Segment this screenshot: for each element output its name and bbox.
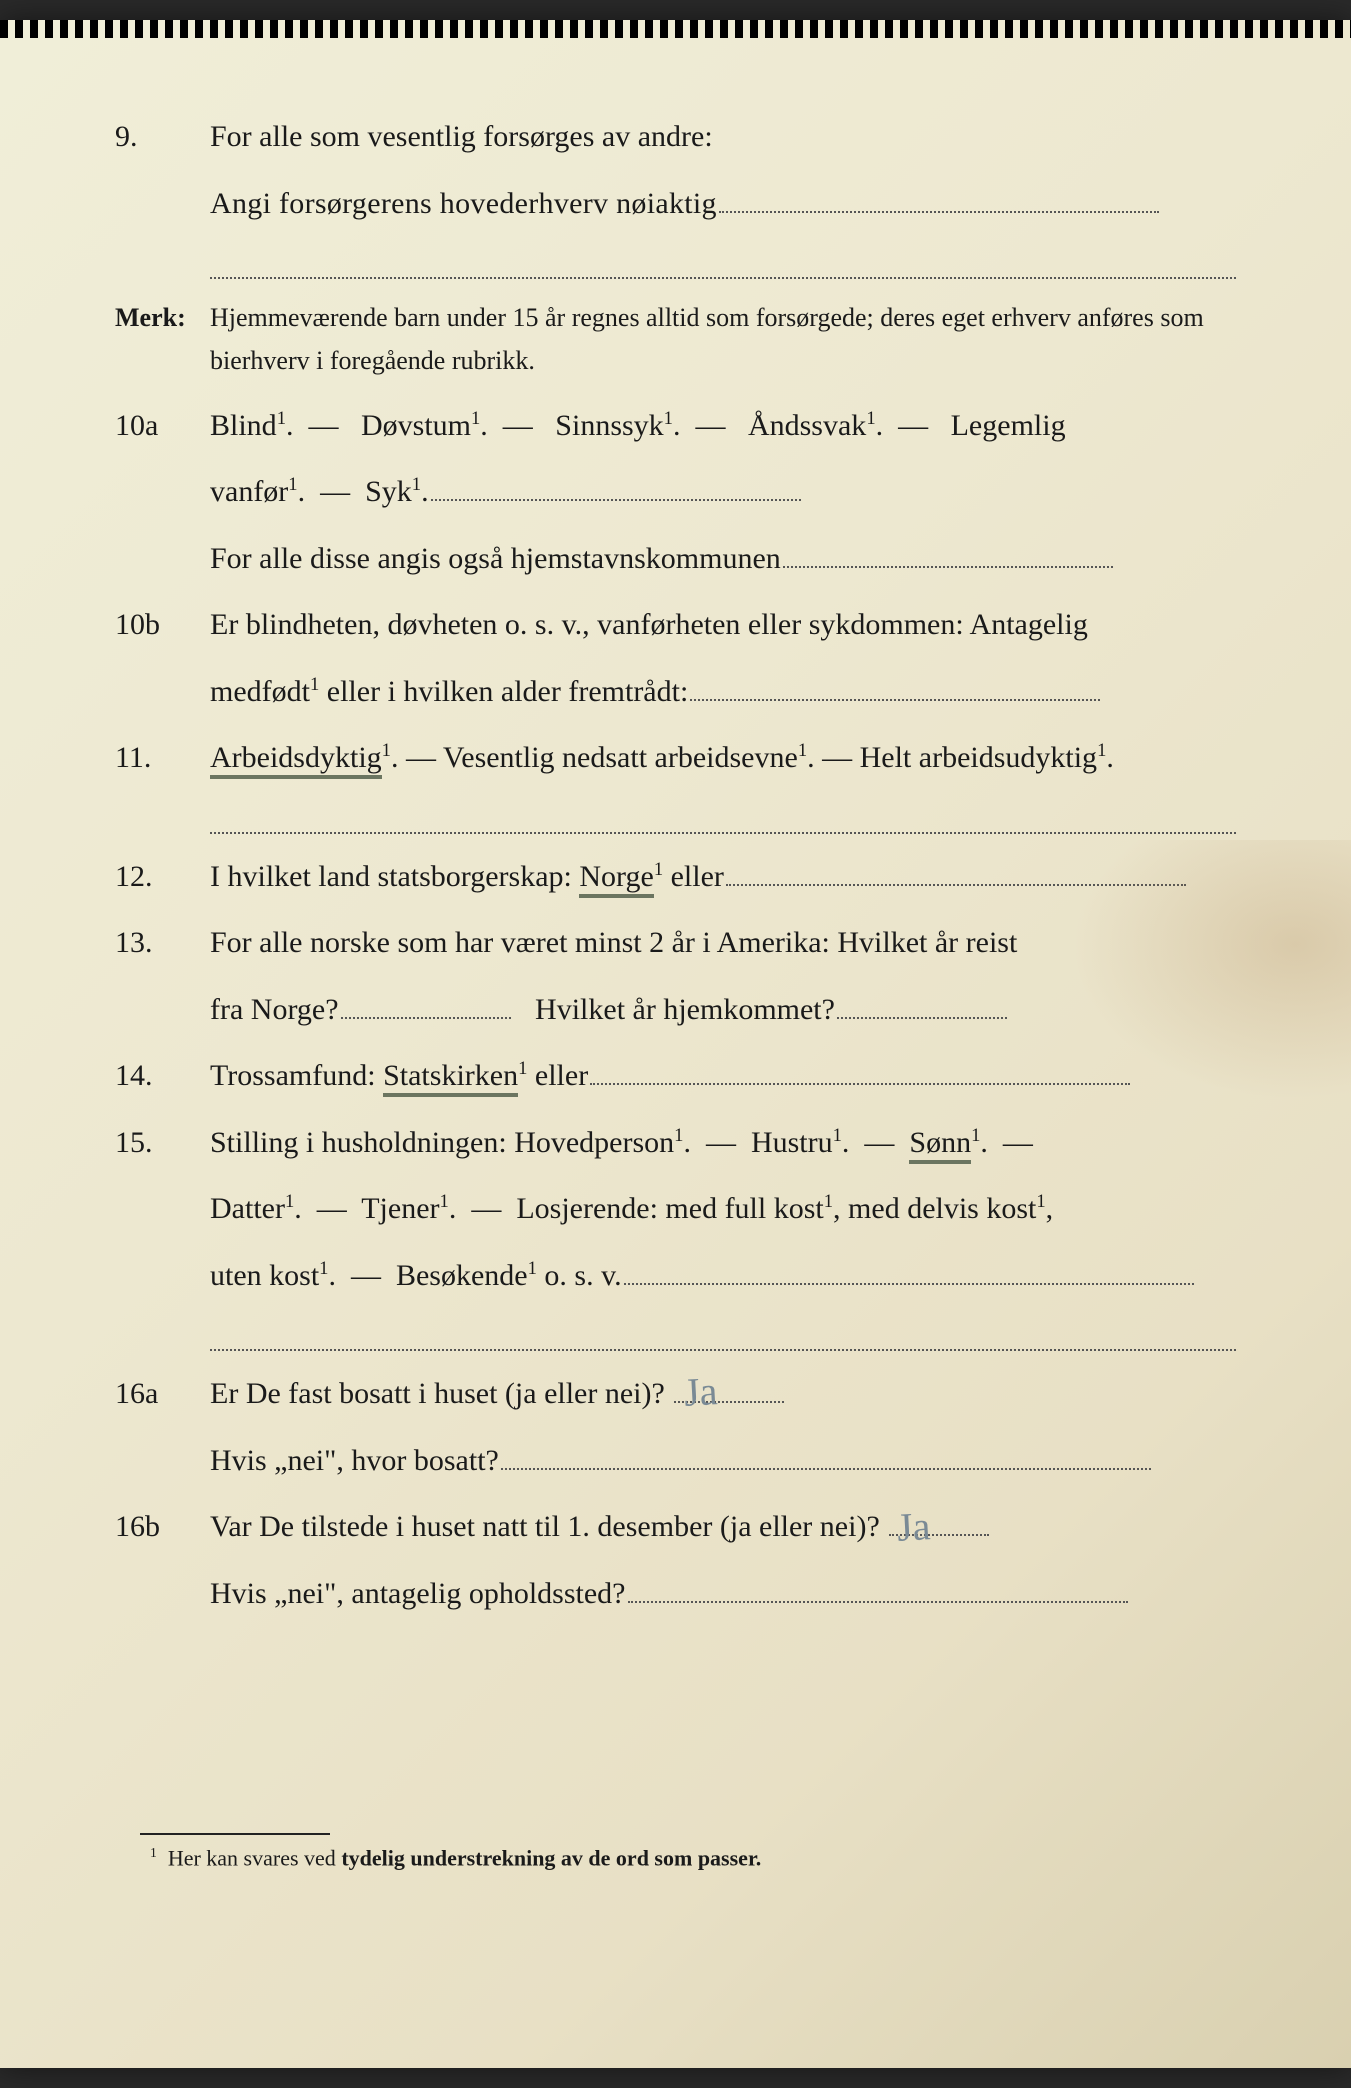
q16a-number: 16a bbox=[115, 1365, 210, 1424]
question-16b: 16b Var De tilstede i huset natt til 1. … bbox=[115, 1498, 1236, 1557]
merk-label: Merk: bbox=[115, 293, 210, 344]
q10a-line3-text: For alle disse angis også hjemstavnskomm… bbox=[210, 542, 781, 575]
opt-vanfor: vanfør bbox=[210, 475, 288, 508]
opt-sinnssyk: Sinnssyk bbox=[555, 409, 663, 442]
fill-line-full[interactable] bbox=[210, 798, 1236, 834]
question-15: 15. Stilling i husholdningen: Hovedperso… bbox=[115, 1114, 1236, 1173]
q16a-pre: Er De fast bosatt i huset (ja eller nei)… bbox=[210, 1377, 672, 1410]
fill-line[interactable] bbox=[501, 1440, 1151, 1470]
question-14: 14. Trossamfund: Statskirken1 eller bbox=[115, 1047, 1236, 1106]
question-10a: 10a Blind1. — Døvstum1. — Sinnssyk1. — Å… bbox=[115, 397, 1236, 456]
q16b-hvis-nei: Hvis „nei", antagelig opholdssted? bbox=[210, 1577, 626, 1610]
opt-statskirken-selected: Statskirken bbox=[383, 1059, 518, 1097]
scan-artifact-top bbox=[0, 20, 1351, 38]
handwritten-ja: Ja bbox=[682, 1352, 719, 1432]
q13-fra-norge: fra Norge? bbox=[210, 993, 339, 1026]
q11-opt3: . — Helt arbeidsudyktig bbox=[807, 741, 1097, 774]
fill-line-full[interactable] bbox=[210, 243, 1236, 279]
q11-number: 11. bbox=[115, 729, 210, 788]
fill-line[interactable] bbox=[590, 1055, 1130, 1085]
q12-number: 12. bbox=[115, 848, 210, 907]
opt-blind: Blind bbox=[210, 409, 277, 442]
q15-line2: Datter1. — Tjener1. — Losjerende: med fu… bbox=[115, 1180, 1236, 1239]
q14-pre: Trossamfund: bbox=[210, 1059, 383, 1092]
opt-arbeidsdyktig-selected: Arbeidsdyktig bbox=[210, 741, 382, 779]
q16b-number: 16b bbox=[115, 1498, 210, 1557]
opt-medfodt: medfødt bbox=[210, 675, 310, 708]
q16a-hvis-nei: Hvis „nei", hvor bosatt? bbox=[210, 1444, 499, 1477]
answer-16b[interactable]: Ja bbox=[889, 1506, 989, 1536]
footnote-bold: tydelig understrekning av de ord som pas… bbox=[341, 1846, 761, 1871]
fill-line[interactable] bbox=[431, 471, 801, 501]
q16b-line2: Hvis „nei", antagelig opholdssted? bbox=[115, 1565, 1236, 1624]
footnote-num: 1 bbox=[150, 1845, 157, 1860]
q9-number: 9. bbox=[115, 108, 210, 167]
q12-post: eller bbox=[663, 860, 724, 893]
merk-note: Merk: Hjemmeværende barn under 15 år reg… bbox=[115, 293, 1236, 383]
q15-number: 15. bbox=[115, 1114, 210, 1173]
q9-line2: Angi forsørgerens hovederhverv nøiaktig bbox=[115, 175, 1236, 234]
opt-besokende: Besøkende bbox=[396, 1259, 528, 1292]
q16b-pre: Var De tilstede i huset natt til 1. dese… bbox=[210, 1510, 880, 1543]
opt-tjener: Tjener bbox=[361, 1192, 439, 1225]
q15-line3: uten kost1. — Besøkende1 o. s. v. bbox=[115, 1247, 1236, 1306]
q14-number: 14. bbox=[115, 1047, 210, 1106]
fill-line[interactable] bbox=[624, 1255, 1194, 1285]
fill-line[interactable] bbox=[341, 989, 511, 1019]
question-9: 9. For alle som vesentlig forsørges av a… bbox=[115, 108, 1236, 167]
opt-norge-selected: Norge bbox=[579, 860, 653, 898]
footnote-pre: Her kan svares ved bbox=[168, 1846, 342, 1871]
opt-legemlig: Legemlig bbox=[951, 409, 1066, 442]
opt-andssvak: Åndssvak bbox=[748, 409, 866, 442]
q11-mid: . — Vesentlig nedsatt arbeidsevne bbox=[391, 741, 798, 774]
opt-losjerende-delvis: , med delvis kost bbox=[833, 1192, 1036, 1225]
q9-line1: For alle som vesentlig forsørges av andr… bbox=[210, 108, 1236, 167]
q13-line1: For alle norske som har været minst 2 år… bbox=[210, 914, 1236, 973]
question-16a: 16a Er De fast bosatt i huset (ja eller … bbox=[115, 1365, 1236, 1424]
q12-pre: I hvilket land statsborgerskap: bbox=[210, 860, 579, 893]
fill-line[interactable] bbox=[690, 671, 1100, 701]
q15-pre: Stilling i husholdningen: Hovedperson bbox=[210, 1126, 674, 1159]
footnote: 1 Her kan svares ved tydelig understrekn… bbox=[150, 1845, 1236, 1871]
q10b-line1: Er blindheten, døvheten o. s. v., vanfør… bbox=[210, 596, 1236, 655]
question-10b: 10b Er blindheten, døvheten o. s. v., va… bbox=[115, 596, 1236, 655]
answer-16a[interactable]: Ja bbox=[674, 1373, 784, 1403]
opt-losjerende-full: Losjerende: med full kost bbox=[516, 1192, 823, 1225]
footnote-rule bbox=[140, 1833, 330, 1835]
opt-uten-kost: uten kost bbox=[210, 1259, 319, 1292]
fill-line[interactable] bbox=[726, 856, 1186, 886]
fill-line[interactable] bbox=[628, 1573, 1128, 1603]
q15-osv: o. s. v. bbox=[537, 1259, 622, 1292]
census-form-page: 9. For alle som vesentlig forsørges av a… bbox=[0, 20, 1351, 2068]
q10b-post: eller i hvilken alder fremtrådt: bbox=[319, 675, 688, 708]
handwritten-ja: Ja bbox=[895, 1487, 932, 1567]
q16a-line2: Hvis „nei", hvor bosatt? bbox=[115, 1432, 1236, 1491]
opt-dovstum: Døvstum bbox=[361, 409, 471, 442]
fill-line-full[interactable] bbox=[210, 1315, 1236, 1351]
q10b-line2: medfødt1 eller i hvilken alder fremtrådt… bbox=[115, 663, 1236, 722]
q10b-number: 10b bbox=[115, 596, 210, 655]
q10a-line3: For alle disse angis også hjemstavnskomm… bbox=[115, 530, 1236, 589]
q13-line2: fra Norge? Hvilket år hjemkommet? bbox=[115, 981, 1236, 1040]
opt-syk: Syk bbox=[365, 475, 412, 508]
merk-text: Hjemmeværende barn under 15 år regnes al… bbox=[210, 297, 1236, 383]
fill-line[interactable] bbox=[783, 538, 1113, 568]
question-13: 13. For alle norske som har været minst … bbox=[115, 914, 1236, 973]
opt-hustru: Hustru bbox=[751, 1126, 833, 1159]
opt-sonn-selected: Sønn bbox=[909, 1126, 971, 1164]
q9-line2-text: Angi forsørgerens hovederhverv nøiaktig bbox=[210, 187, 717, 220]
question-12: 12. I hvilket land statsborgerskap: Norg… bbox=[115, 848, 1236, 907]
fill-line[interactable] bbox=[837, 989, 1007, 1019]
q10a-line2: vanfør1. — Syk1. bbox=[115, 463, 1236, 522]
q14-post: eller bbox=[527, 1059, 588, 1092]
fill-line[interactable] bbox=[719, 183, 1159, 213]
opt-datter: Datter bbox=[210, 1192, 285, 1225]
q10a-number: 10a bbox=[115, 397, 210, 456]
q13-number: 13. bbox=[115, 914, 210, 973]
q13-hjemkommet: Hvilket år hjemkommet? bbox=[535, 993, 835, 1026]
question-11: 11. Arbeidsdyktig1. — Vesentlig nedsatt … bbox=[115, 729, 1236, 788]
